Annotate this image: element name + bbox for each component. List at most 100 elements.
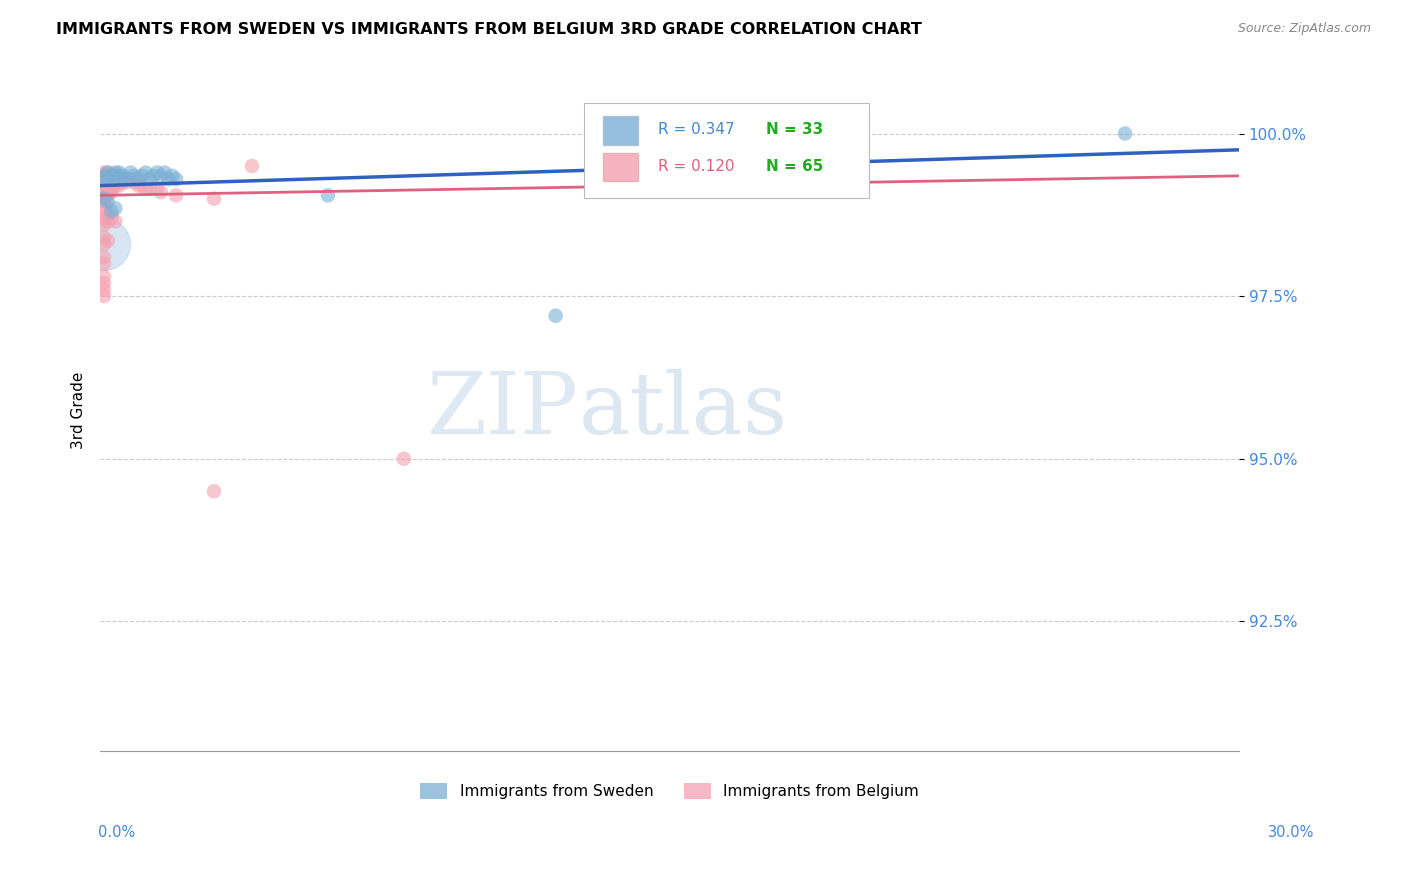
Point xyxy=(97,172,120,186)
Point xyxy=(120,172,142,186)
FancyBboxPatch shape xyxy=(583,103,869,198)
Point xyxy=(93,169,115,183)
Point xyxy=(100,185,122,199)
Point xyxy=(104,172,127,186)
Point xyxy=(93,178,115,193)
Point xyxy=(93,188,115,202)
Text: ZIP: ZIP xyxy=(426,368,578,451)
Point xyxy=(97,208,120,222)
Point xyxy=(100,178,122,193)
Point xyxy=(93,182,115,196)
Point xyxy=(104,175,127,189)
Point xyxy=(93,237,115,252)
Point xyxy=(104,214,127,228)
Text: atlas: atlas xyxy=(578,368,787,451)
Point xyxy=(115,172,138,186)
Point xyxy=(93,169,115,183)
Point xyxy=(108,169,131,183)
Point xyxy=(111,169,134,183)
Point xyxy=(146,182,169,196)
Point xyxy=(93,269,115,284)
Point xyxy=(127,178,149,193)
Point xyxy=(97,175,120,189)
Point xyxy=(100,172,122,186)
Point xyxy=(108,178,131,193)
Point xyxy=(165,188,187,202)
Point xyxy=(93,165,115,179)
Point xyxy=(93,283,115,297)
Point xyxy=(97,178,120,193)
Point xyxy=(93,198,115,212)
Point xyxy=(124,175,146,189)
Y-axis label: 3rd Grade: 3rd Grade xyxy=(72,371,86,449)
Point xyxy=(108,165,131,179)
Point xyxy=(131,178,153,193)
Text: 0.0%: 0.0% xyxy=(98,825,135,839)
Point xyxy=(316,188,339,202)
Point xyxy=(93,204,115,219)
Point xyxy=(115,175,138,189)
Point xyxy=(97,169,120,183)
Point xyxy=(392,451,415,466)
Point xyxy=(93,185,115,199)
Legend: Immigrants from Sweden, Immigrants from Belgium: Immigrants from Sweden, Immigrants from … xyxy=(413,777,925,805)
Point xyxy=(104,172,127,186)
Point xyxy=(93,175,115,189)
Point xyxy=(162,169,184,183)
Point xyxy=(1114,127,1136,141)
Point xyxy=(100,182,122,196)
Point xyxy=(93,194,115,209)
Point xyxy=(131,169,153,183)
Text: 30.0%: 30.0% xyxy=(1268,825,1315,839)
Point xyxy=(97,165,120,179)
Point xyxy=(157,172,180,186)
Point xyxy=(97,194,120,209)
Point xyxy=(97,234,120,248)
Point xyxy=(165,172,187,186)
Point xyxy=(100,204,122,219)
Point xyxy=(100,169,122,183)
Text: Source: ZipAtlas.com: Source: ZipAtlas.com xyxy=(1237,22,1371,36)
Text: R = 0.120: R = 0.120 xyxy=(658,159,735,174)
Point xyxy=(149,185,172,199)
Point xyxy=(138,172,160,186)
Point xyxy=(93,230,115,244)
Point xyxy=(202,484,225,499)
Point xyxy=(104,178,127,193)
Point xyxy=(93,257,115,271)
Point xyxy=(240,159,263,173)
Point xyxy=(111,172,134,186)
Point xyxy=(120,165,142,179)
Point xyxy=(93,172,115,186)
Point xyxy=(111,172,134,186)
Point xyxy=(138,182,160,196)
Point xyxy=(153,165,176,179)
Point xyxy=(115,172,138,186)
Point xyxy=(93,218,115,232)
Point xyxy=(135,182,157,196)
Point xyxy=(149,169,172,183)
Point xyxy=(93,237,115,252)
Point xyxy=(100,211,122,226)
Point xyxy=(124,169,146,183)
Point xyxy=(111,175,134,189)
Text: IMMIGRANTS FROM SWEDEN VS IMMIGRANTS FROM BELGIUM 3RD GRADE CORRELATION CHART: IMMIGRANTS FROM SWEDEN VS IMMIGRANTS FRO… xyxy=(56,22,922,37)
Point xyxy=(97,182,120,196)
Point xyxy=(93,172,115,186)
Point xyxy=(142,169,165,183)
Text: N = 33: N = 33 xyxy=(766,122,824,137)
Point xyxy=(104,165,127,179)
Point xyxy=(127,172,149,186)
Text: R = 0.347: R = 0.347 xyxy=(658,122,735,137)
Point xyxy=(97,172,120,186)
Point xyxy=(93,276,115,290)
Point xyxy=(97,214,120,228)
Point xyxy=(146,165,169,179)
Point xyxy=(135,165,157,179)
Text: N = 65: N = 65 xyxy=(766,159,824,174)
Point xyxy=(108,175,131,189)
Point xyxy=(93,289,115,303)
Point xyxy=(93,250,115,264)
Point xyxy=(104,169,127,183)
FancyBboxPatch shape xyxy=(603,153,638,181)
